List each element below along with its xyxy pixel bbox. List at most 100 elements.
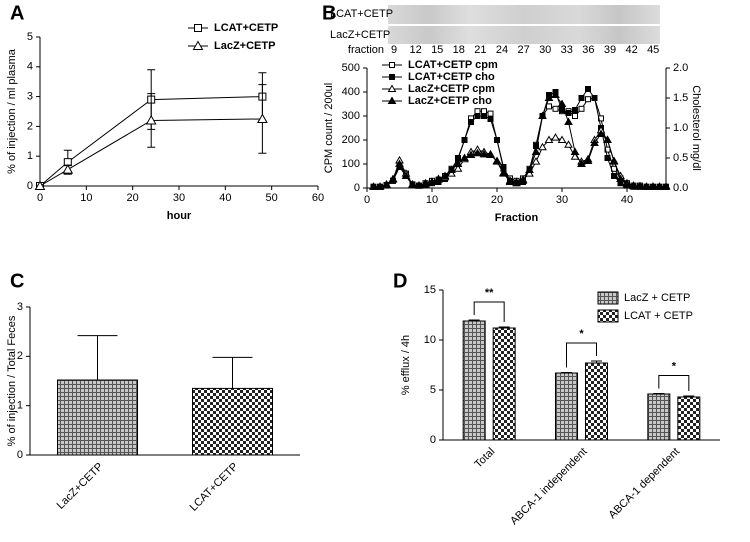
marker [389, 74, 395, 80]
marker [395, 159, 404, 167]
marker [611, 173, 617, 179]
blot-strip [388, 5, 660, 24]
marker [494, 137, 500, 143]
marker [578, 105, 585, 112]
fraction-label: fraction [348, 44, 384, 56]
significance-label: ** [485, 287, 494, 299]
bar [462, 320, 486, 441]
error-bar [561, 372, 572, 373]
y2-axis-label: Cholesterol mg/dl [690, 85, 702, 171]
marker [401, 171, 411, 179]
significance-bracket [566, 342, 597, 368]
y-tick-label: 2 [27, 120, 33, 132]
marker [447, 165, 456, 173]
marker [414, 181, 424, 189]
fraction-number: 36 [582, 44, 594, 56]
x-tick-label: 0 [37, 192, 43, 204]
y-tick-label: 10 [424, 334, 436, 346]
y-tick-label: 5 [430, 384, 436, 396]
fraction-number: 18 [453, 44, 465, 56]
x-tick-label: 20 [127, 192, 139, 204]
x-tick-label: LacZ+CETP [55, 461, 106, 512]
x-tick-label: 10 [80, 192, 92, 204]
marker [474, 108, 481, 115]
y2-tick-label: 0.0 [673, 182, 688, 194]
y2-tick-label: 1.0 [673, 122, 688, 134]
marker [596, 129, 606, 137]
marker [570, 147, 580, 155]
marker [531, 157, 541, 165]
marker [590, 138, 599, 146]
y-tick-label: 5 [27, 31, 33, 43]
marker [453, 164, 463, 172]
marker [505, 177, 515, 185]
bar [192, 387, 273, 456]
marker [616, 174, 625, 182]
marker [583, 156, 593, 164]
fraction-number: 33 [561, 44, 573, 56]
significance-bracket [473, 301, 505, 322]
marker [461, 137, 468, 143]
y-tick-label: 300 [342, 110, 360, 122]
bar [555, 372, 578, 441]
marker [427, 177, 437, 185]
fraction-number: 21 [474, 44, 486, 56]
y-tick-label: 1 [17, 400, 23, 412]
series-line [39, 96, 263, 187]
error-bar [591, 360, 602, 363]
legend-label: LacZ+CETP cho [408, 95, 492, 107]
y-tick-label: 0 [27, 180, 33, 192]
marker [408, 180, 417, 188]
legend-label: LCAT+CETP cho [408, 71, 495, 83]
panel-label: A [10, 2, 24, 24]
legend-swatch [597, 309, 619, 323]
error-bar [77, 335, 118, 381]
fraction-number: 42 [625, 44, 637, 56]
significance-bracket [658, 375, 690, 391]
legend-label: LCAT + CETP [624, 310, 693, 322]
marker [538, 142, 547, 151]
marker [492, 156, 502, 164]
bar [585, 362, 608, 441]
legend-label: LacZ+CETP cpm [408, 83, 495, 95]
marker [481, 108, 487, 115]
marker [479, 149, 489, 158]
marker [512, 178, 521, 187]
marker [603, 135, 612, 143]
x-tick-label: 0 [364, 194, 370, 206]
y-tick-label: 500 [342, 62, 360, 74]
marker [551, 90, 560, 98]
panel-label: D [393, 270, 407, 292]
y-axis-label: % of injection / Total Feces [6, 315, 18, 446]
error-bar [683, 395, 695, 397]
y2-tick-label: 2.0 [673, 62, 688, 74]
marker [564, 117, 573, 125]
panel-label: C [10, 270, 24, 292]
x-tick-label: ABCA-1 dependent [606, 446, 682, 522]
marker [531, 147, 541, 155]
marker [375, 182, 385, 190]
marker [440, 171, 450, 179]
fraction-number: 12 [409, 44, 421, 56]
x-tick-label: 50 [266, 192, 278, 204]
fraction-number: 27 [517, 44, 529, 56]
y-tick-label: 200 [342, 134, 360, 146]
y2-tick-label: 0.5 [673, 152, 688, 164]
panel-label: B [322, 2, 336, 24]
fraction-number: 45 [647, 44, 659, 56]
error-bar [498, 326, 510, 328]
y-axis-label: % of injection / ml plasma [6, 48, 18, 174]
x-axis-label: Fraction [495, 212, 539, 224]
marker [486, 150, 495, 158]
marker [642, 182, 651, 190]
legend-label: LacZ + CETP [624, 292, 690, 304]
marker [629, 181, 638, 190]
fraction-number: 39 [604, 44, 616, 56]
x-tick-label: ABCA-1 independent [508, 446, 590, 528]
x-tick-label: 20 [491, 194, 503, 206]
marker [481, 113, 487, 119]
marker [648, 182, 658, 190]
fraction-number: 30 [539, 44, 551, 56]
x-tick-label: 40 [621, 194, 633, 206]
